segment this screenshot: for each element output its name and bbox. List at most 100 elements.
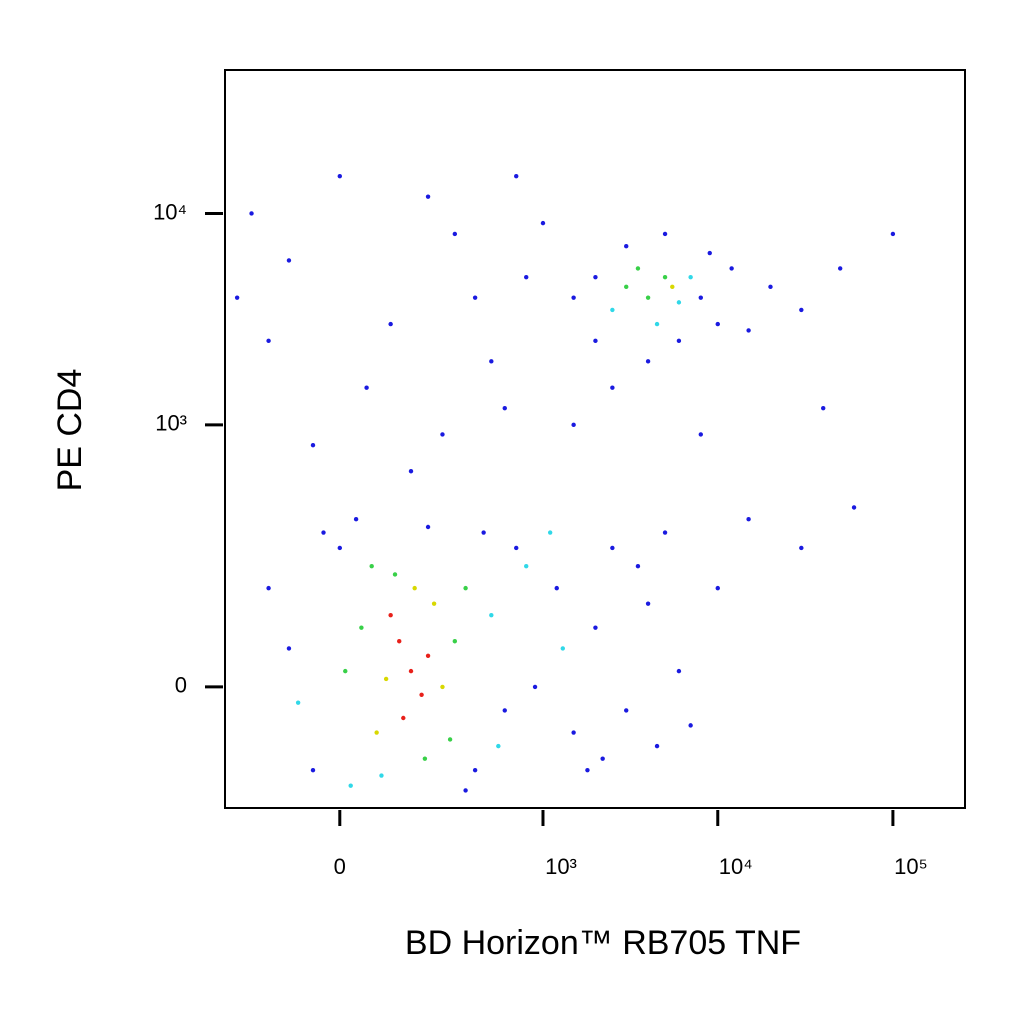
data-point <box>593 338 598 344</box>
data-point <box>425 194 431 199</box>
data-point <box>610 545 615 551</box>
data-point <box>676 338 682 344</box>
data-point <box>654 321 660 327</box>
y-tick-label: 10³ <box>155 411 187 436</box>
data-point <box>698 295 703 300</box>
data-point <box>645 601 651 606</box>
data-point <box>419 692 424 698</box>
data-point <box>715 585 720 591</box>
data-point <box>452 639 458 644</box>
x-axis-label: BD Horizon™ RB705 TNF <box>405 924 801 962</box>
data-point <box>379 773 384 778</box>
data-point <box>388 612 393 618</box>
data-point <box>249 211 254 216</box>
data-point <box>662 530 668 535</box>
x-tick-label: 10⁵ <box>894 854 928 879</box>
data-point <box>746 328 751 333</box>
data-point <box>310 767 316 773</box>
data-point <box>593 625 598 630</box>
data-point <box>698 432 703 437</box>
data-point <box>412 585 417 591</box>
data-point <box>729 266 734 271</box>
data-point <box>422 756 428 761</box>
data-point <box>425 653 431 658</box>
data-point <box>688 274 693 280</box>
data-point <box>502 405 507 411</box>
data-point <box>502 708 507 713</box>
data-point <box>392 572 398 577</box>
y-axis-label: PE CD4 <box>51 369 89 492</box>
data-point <box>524 563 529 569</box>
data-point <box>540 220 546 226</box>
data-point <box>654 743 660 749</box>
data-point <box>234 295 240 300</box>
data-point <box>554 585 559 591</box>
data-point <box>286 646 292 651</box>
data-point <box>624 284 629 290</box>
data-point <box>645 295 651 300</box>
data-point <box>768 284 773 290</box>
data-point <box>489 359 494 364</box>
y-tick-label: 0 <box>175 673 187 698</box>
data-point <box>514 545 519 551</box>
data-point <box>463 585 468 591</box>
data-point <box>851 505 857 510</box>
data-point <box>707 250 712 256</box>
data-point <box>585 767 590 773</box>
data-point <box>676 668 682 674</box>
data-point <box>388 321 393 327</box>
data-point <box>397 639 402 644</box>
data-point <box>266 338 271 344</box>
data-point <box>452 231 458 237</box>
data-point <box>374 730 379 735</box>
data-point <box>610 385 615 390</box>
data-point <box>799 307 804 313</box>
data-point <box>266 585 271 591</box>
data-point <box>837 266 843 271</box>
data-point <box>353 517 359 522</box>
data-point <box>799 545 804 551</box>
data-point <box>348 783 353 788</box>
data-point <box>425 524 431 530</box>
data-point <box>364 385 369 390</box>
data-point <box>295 700 301 705</box>
data-point <box>746 517 751 522</box>
data-point <box>610 307 615 313</box>
data-point <box>524 274 529 280</box>
data-point <box>645 359 651 364</box>
data-point <box>670 284 675 290</box>
data-point <box>514 173 519 179</box>
x-tick-label: 0 <box>334 854 346 879</box>
data-point <box>624 244 629 249</box>
data-point <box>337 173 342 179</box>
data-point <box>496 743 501 749</box>
data-point <box>571 730 576 735</box>
data-point <box>408 668 414 674</box>
data-point <box>431 601 437 606</box>
data-point <box>286 258 292 263</box>
data-point <box>593 274 598 280</box>
data-point <box>359 625 364 630</box>
data-point <box>321 530 326 535</box>
data-point <box>662 231 668 237</box>
data-point <box>489 612 494 618</box>
data-point <box>447 737 453 742</box>
data-point <box>310 442 316 448</box>
data-point <box>635 563 641 569</box>
data-point <box>571 295 576 300</box>
data-point <box>472 295 478 300</box>
data-point <box>676 300 682 305</box>
data-point <box>481 530 486 535</box>
data-point <box>440 432 445 437</box>
data-point <box>560 646 565 651</box>
data-point <box>472 767 478 773</box>
x-tick-label: 10⁴ <box>719 854 753 879</box>
data-point <box>401 715 406 721</box>
x-tick-label: 10³ <box>545 854 577 879</box>
data-point <box>624 708 629 713</box>
data-point <box>408 469 414 474</box>
data-point <box>463 788 468 793</box>
data-point <box>383 676 389 682</box>
data-point <box>532 684 538 690</box>
